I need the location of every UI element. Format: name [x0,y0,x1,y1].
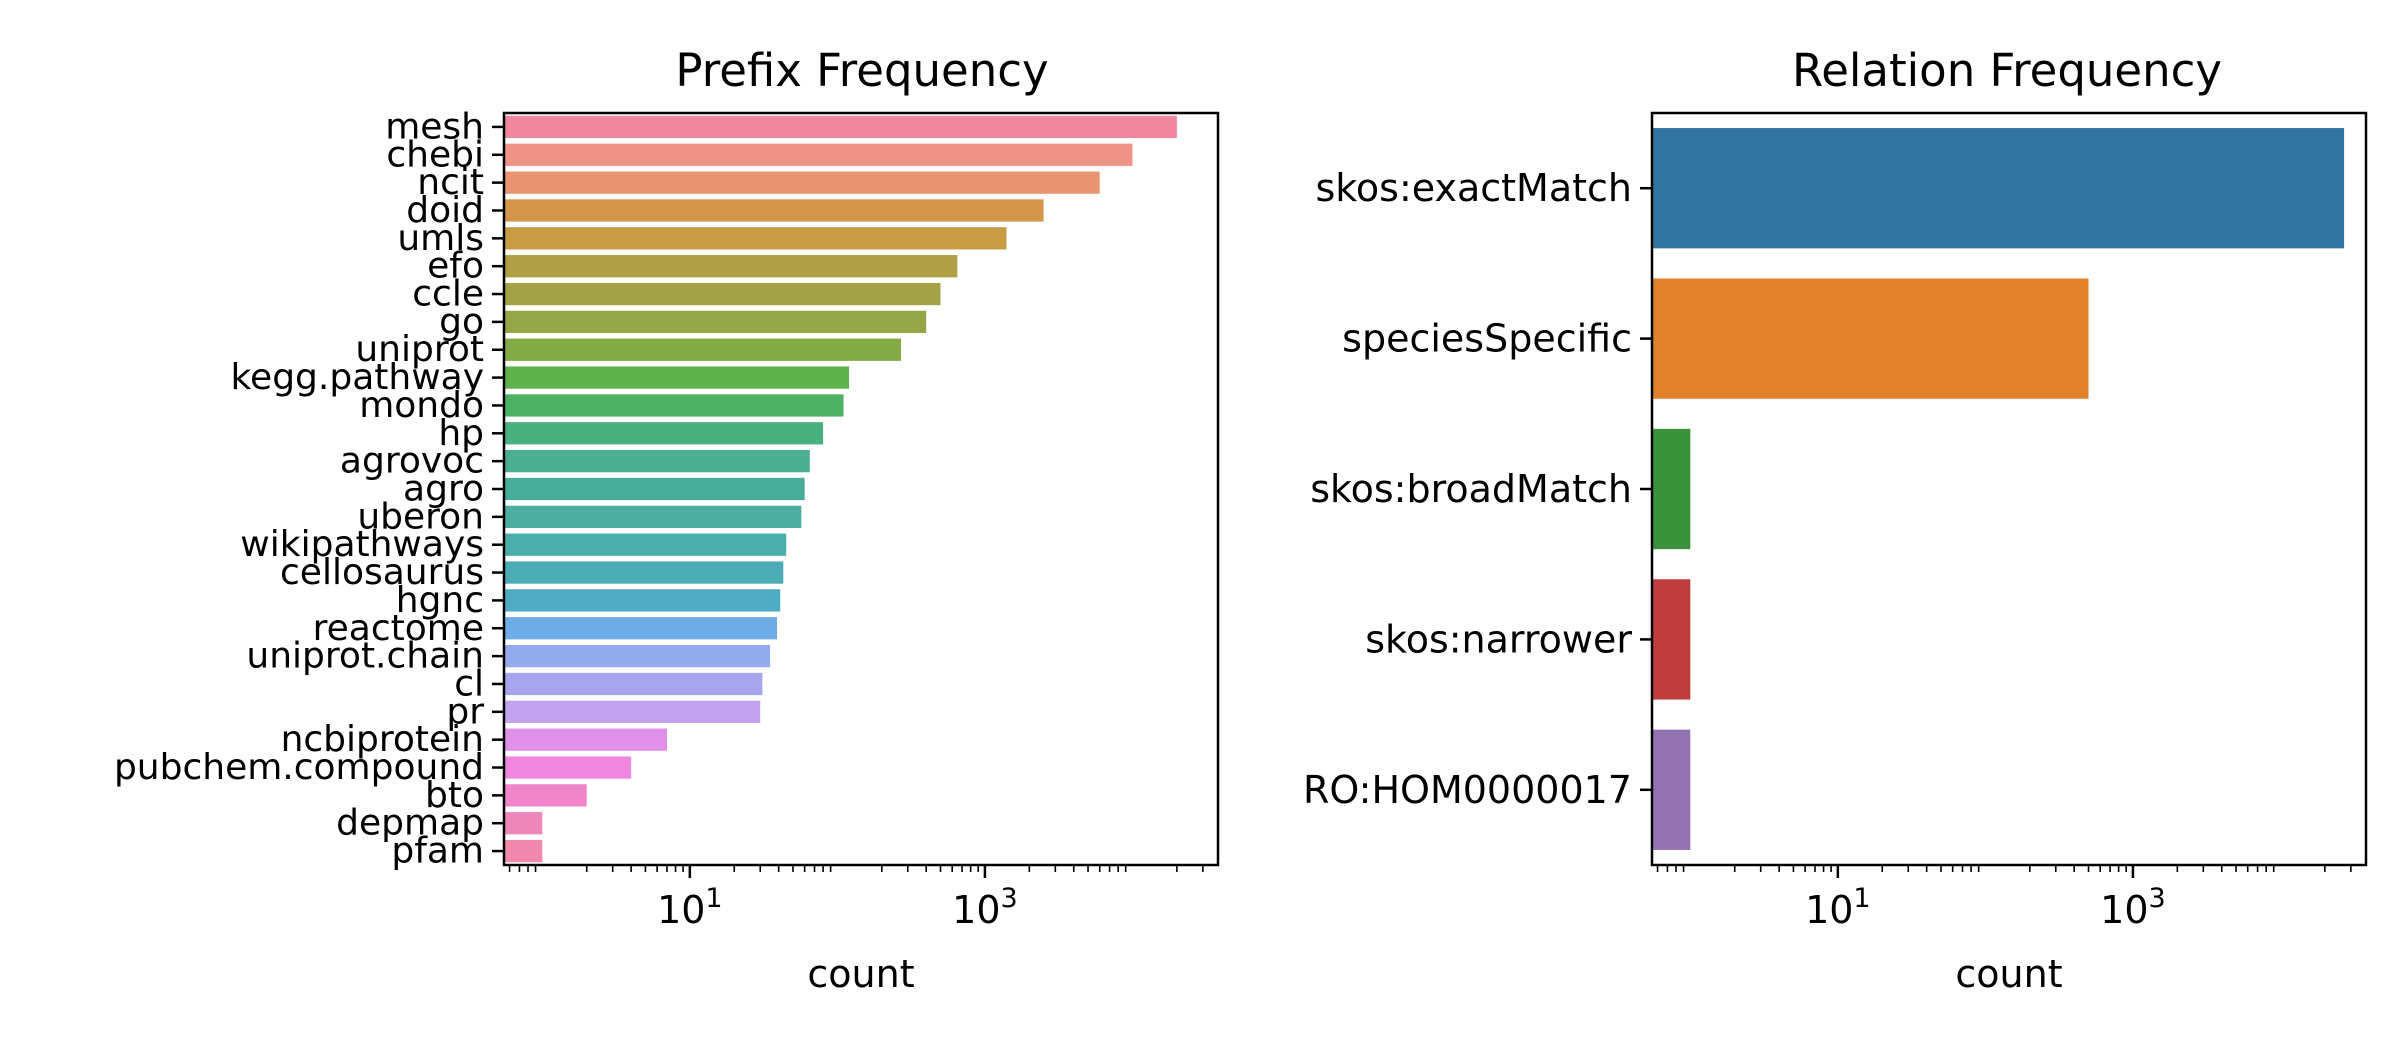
category-label: agrovoc [340,441,484,482]
category-label: mesh [385,106,484,147]
category-label: skos:exactMatch [1315,166,1632,210]
x-axis-label: count [807,952,914,996]
bar-skos-exactmatch [1652,128,2345,249]
chart-title: Relation Frequency [1792,44,2222,97]
chart-title: Prefix Frequency [675,44,1048,97]
category-label: pubchem.compound [114,747,484,788]
bar-depmap [504,812,543,835]
bars [504,115,1177,863]
bar-chebi [504,143,1133,166]
category-label: mondo [359,385,484,426]
category-label: speciesSpecific [1342,317,1632,361]
bar-hgnc [504,589,781,612]
category-label: hp [438,413,484,454]
bar-doid [504,199,1044,222]
bar-bto [504,784,587,807]
x-tick-label: 101 [1805,883,1871,932]
category-label: ncit [417,162,484,203]
bar-hp [504,422,824,445]
bar-pfam [504,839,543,863]
category-label: kegg.pathway [230,357,484,398]
category-label: skos:broadMatch [1310,467,1632,511]
bar-efo [504,255,958,278]
bar-mesh [504,115,1177,139]
x-axis-label: count [1955,952,2062,996]
bars [1652,128,2345,850]
category-label: uniprot.chain [246,636,484,677]
x-tick-label: 101 [657,883,723,932]
category-label: wikipathways [240,524,484,565]
bar-umls [504,227,1007,250]
bar-cl [504,672,763,696]
category-label: hgnc [396,580,484,621]
x-tick-label: 103 [2100,883,2166,932]
category-label: RO:HOM0000017 [1303,768,1632,812]
bar-wikipathways [504,533,787,556]
bar-go [504,310,927,334]
prefix-frequency-chart: Prefix Frequency meshchebincitdoidumlsef… [114,44,1220,996]
category-label: skos:narrower [1365,617,1632,661]
category-label: uberon [357,496,484,537]
bar-uberon [504,505,802,528]
x-tick-label: 103 [952,883,1018,932]
category-axis: skos:exactMatch speciesSpecific skos:broad… [1303,166,1652,812]
category-axis: meshchebincitdoidumlsefocclegouniprotkeg… [114,106,504,872]
category-label: cl [454,663,484,704]
bar-skos-narrower [1652,579,1691,700]
bar-speciesspecific [1652,278,2089,399]
bar-ncit [504,171,1100,194]
category-label: efo [427,246,484,287]
category-label: chebi [386,134,484,175]
bar-skos-broadmatch [1652,428,1691,550]
category-label: pfam [391,831,484,872]
bar-uniprot [504,338,902,361]
bar-kegg-pathway [504,366,850,389]
category-label: reactome [313,608,484,649]
count-axis: 101 103 [1656,865,2352,932]
category-label: cellosaurus [280,552,484,593]
bar-cellosaurus [504,561,784,584]
category-label: pr [446,691,484,732]
category-label: agro [403,469,484,510]
bar-ro-hom0000017 [1652,729,1691,850]
category-label: go [439,301,484,342]
relation-frequency-chart: Relation Frequency skos:exactMatch specie… [1303,44,2368,996]
category-label: umls [397,218,484,259]
category-label: ccle [412,274,484,315]
bar-agrovoc [504,450,810,473]
category-label: bto [425,775,484,816]
category-label: doid [406,190,484,231]
bar-ncbiprotein [504,728,667,751]
category-label: ncbiprotein [281,719,484,760]
bar-uniprot-chain [504,644,771,668]
bar-reactome [504,617,778,640]
bar-agro [504,477,805,501]
count-axis: 101 103 [508,865,1204,932]
bar-ccle [504,282,941,306]
bar-pr [504,700,761,723]
category-label: depmap [336,803,484,844]
category-label: uniprot [355,329,484,370]
bar-pubchem-compound [504,756,632,779]
bar-mondo [504,394,844,417]
